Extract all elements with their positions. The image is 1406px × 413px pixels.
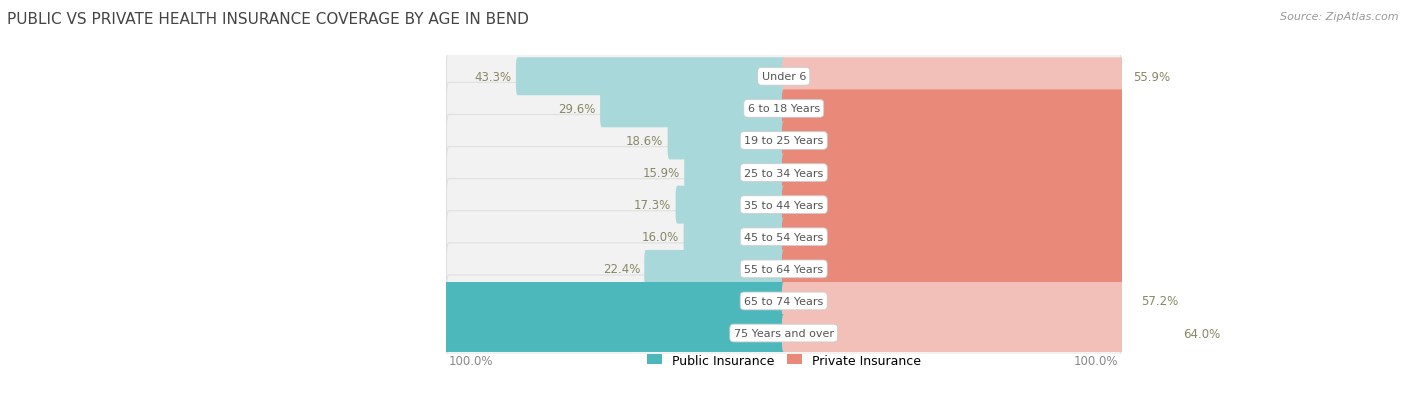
Text: 16.0%: 16.0% xyxy=(643,231,679,244)
Text: 17.3%: 17.3% xyxy=(634,199,671,211)
FancyBboxPatch shape xyxy=(167,314,786,352)
Text: 19 to 25 Years: 19 to 25 Years xyxy=(744,136,824,146)
Text: 83.2%: 83.2% xyxy=(1247,231,1289,244)
Text: 65 to 74 Years: 65 to 74 Years xyxy=(744,296,824,306)
FancyBboxPatch shape xyxy=(782,58,1129,96)
FancyBboxPatch shape xyxy=(782,154,1220,192)
FancyBboxPatch shape xyxy=(447,83,1121,135)
FancyBboxPatch shape xyxy=(600,90,786,128)
Text: 15.9%: 15.9% xyxy=(643,167,681,180)
Text: 75 Years and over: 75 Years and over xyxy=(734,328,834,338)
FancyBboxPatch shape xyxy=(447,243,1121,295)
FancyBboxPatch shape xyxy=(782,218,1296,256)
Text: PUBLIC VS PRIVATE HEALTH INSURANCE COVERAGE BY AGE IN BEND: PUBLIC VS PRIVATE HEALTH INSURANCE COVER… xyxy=(7,12,529,27)
FancyBboxPatch shape xyxy=(447,211,1121,263)
Text: 55.9%: 55.9% xyxy=(1133,71,1170,83)
FancyBboxPatch shape xyxy=(188,282,786,320)
FancyBboxPatch shape xyxy=(685,154,786,192)
Text: 18.6%: 18.6% xyxy=(626,135,664,147)
FancyBboxPatch shape xyxy=(676,186,786,224)
FancyBboxPatch shape xyxy=(782,186,1277,224)
FancyBboxPatch shape xyxy=(782,314,1178,352)
Text: 79.9%: 79.9% xyxy=(1227,199,1268,211)
FancyBboxPatch shape xyxy=(782,90,1233,128)
Text: 43.3%: 43.3% xyxy=(474,71,512,83)
Text: 22.4%: 22.4% xyxy=(603,263,640,276)
Text: 57.2%: 57.2% xyxy=(1142,295,1178,308)
Text: 72.7%: 72.7% xyxy=(1184,135,1225,147)
Text: 100.0%: 100.0% xyxy=(179,327,228,340)
Text: 77.4%: 77.4% xyxy=(1212,263,1253,276)
Text: 96.6%: 96.6% xyxy=(200,295,240,308)
FancyBboxPatch shape xyxy=(447,307,1121,359)
FancyBboxPatch shape xyxy=(516,58,786,96)
FancyBboxPatch shape xyxy=(644,250,786,288)
Text: 72.8%: 72.8% xyxy=(1184,102,1225,116)
FancyBboxPatch shape xyxy=(447,51,1121,103)
Text: 35 to 44 Years: 35 to 44 Years xyxy=(744,200,824,210)
Text: 29.6%: 29.6% xyxy=(558,102,596,116)
FancyBboxPatch shape xyxy=(447,275,1121,327)
FancyBboxPatch shape xyxy=(782,250,1261,288)
Legend: Public Insurance, Private Insurance: Public Insurance, Private Insurance xyxy=(641,349,925,372)
FancyBboxPatch shape xyxy=(447,147,1121,199)
Text: 6 to 18 Years: 6 to 18 Years xyxy=(748,104,820,114)
Text: Source: ZipAtlas.com: Source: ZipAtlas.com xyxy=(1281,12,1399,22)
FancyBboxPatch shape xyxy=(683,218,786,256)
Text: 70.7%: 70.7% xyxy=(1171,167,1212,180)
FancyBboxPatch shape xyxy=(447,179,1121,231)
FancyBboxPatch shape xyxy=(668,122,786,160)
FancyBboxPatch shape xyxy=(782,122,1232,160)
Text: 45 to 54 Years: 45 to 54 Years xyxy=(744,232,824,242)
Text: 55 to 64 Years: 55 to 64 Years xyxy=(744,264,824,274)
Text: 25 to 34 Years: 25 to 34 Years xyxy=(744,168,824,178)
Text: Under 6: Under 6 xyxy=(762,72,806,82)
Text: 100.0%: 100.0% xyxy=(1074,354,1119,367)
Text: 64.0%: 64.0% xyxy=(1182,327,1220,340)
Text: 100.0%: 100.0% xyxy=(449,354,494,367)
FancyBboxPatch shape xyxy=(447,115,1121,167)
FancyBboxPatch shape xyxy=(782,282,1137,320)
